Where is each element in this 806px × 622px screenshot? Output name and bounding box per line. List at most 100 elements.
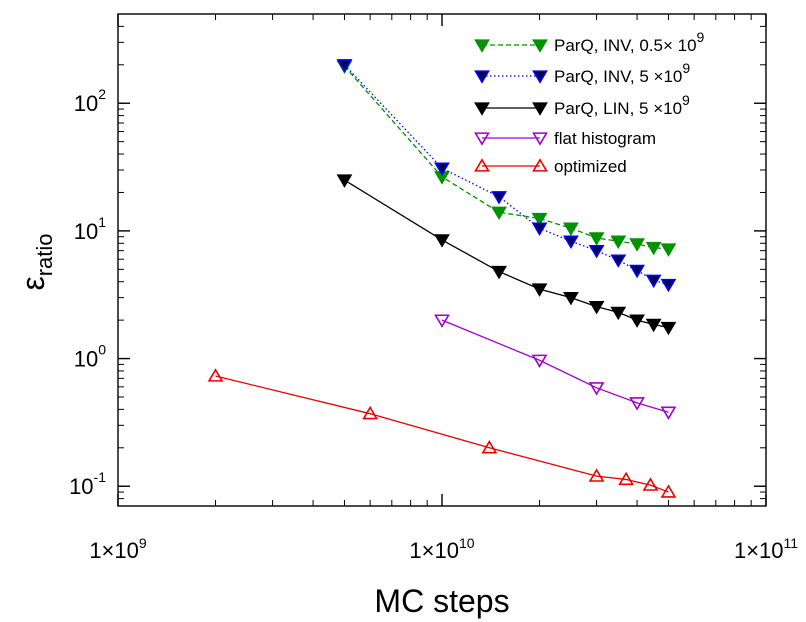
data-point-parq-lin-5	[645, 318, 662, 333]
y-tick-label: 100	[74, 342, 106, 372]
y-tick-label: 10-1	[69, 469, 106, 499]
data-point-parq-inv-05	[491, 206, 507, 220]
legend-item-optimized: optimized	[474, 157, 627, 176]
x-tick-label-mantissa: 1×10	[89, 538, 139, 563]
data-point-parq-lin-5	[660, 321, 677, 336]
legend-label: ParQ, LIN, 5 ×109	[554, 92, 690, 118]
x-tick-label-exponent: 10	[459, 535, 475, 551]
y-tick-label: 102	[74, 86, 106, 116]
series-line-optimized	[215, 375, 669, 493]
x-tick-label: 1×1010	[409, 535, 474, 563]
legend-label-text: ParQ, INV, 0.5× 10	[554, 36, 697, 55]
data-point-optimized	[618, 471, 634, 486]
y-axis-title: εratio	[15, 233, 57, 290]
data-point-parq-lin-5	[336, 174, 353, 188]
data-point-parq-inv-5	[660, 278, 677, 293]
data-point-flat-histogram	[660, 406, 677, 420]
legend-marker	[532, 39, 548, 53]
data-point-parq-lin-5	[563, 291, 579, 306]
series-line-parq-inv-5	[343, 64, 669, 286]
data-point-parq-inv-5	[491, 191, 507, 205]
data-point-optimized	[642, 477, 659, 491]
legend-item-parq-lin-5: ParQ, LIN, 5 ×109	[474, 92, 690, 118]
legend-label-text: flat histogram	[554, 129, 656, 148]
legend-marker	[474, 132, 490, 146]
x-tick-label: 1×109	[89, 535, 147, 563]
legend-marker	[474, 158, 490, 172]
y-tick-label: 101	[74, 214, 106, 244]
data-point-flat-histogram	[629, 397, 645, 411]
x-tick-label-exponent: 11	[784, 535, 799, 551]
x-tick-label: 1×1011	[734, 535, 798, 563]
series-line-flat-histogram	[441, 319, 669, 413]
data-point-parq-inv-5	[563, 235, 579, 249]
legend-label-exponent: 9	[682, 92, 690, 108]
data-point-flat-histogram	[434, 314, 450, 328]
legend-label-text: ParQ, LIN, 5 ×10	[554, 99, 682, 118]
data-point-parq-inv-05	[610, 235, 627, 249]
y-axis-title-subscript: ratio	[32, 233, 57, 276]
y-tick-label-exponent: 1	[98, 214, 106, 230]
data-point-parq-lin-5	[629, 314, 645, 328]
legend-marker	[532, 158, 548, 172]
y-axis-title-symbol: ε	[15, 276, 51, 290]
data-point-parq-lin-5	[610, 306, 627, 321]
series-layer	[207, 59, 677, 498]
x-tick-label-mantissa: 1×10	[409, 538, 459, 563]
data-point-parq-lin-5	[491, 265, 507, 280]
data-point-parq-inv-5	[434, 162, 450, 176]
data-point-parq-inv-5	[588, 244, 605, 259]
legend-label: flat histogram	[554, 129, 656, 148]
data-point-optimized	[207, 368, 224, 382]
legend-item-parq-inv-05: ParQ, INV, 0.5× 109	[474, 29, 705, 55]
plot-frame	[117, 13, 767, 507]
data-point-parq-lin-5	[434, 234, 450, 248]
series-optimized	[207, 368, 677, 498]
y-tick-label-mantissa: 10	[74, 347, 98, 372]
data-point-parq-inv-05	[588, 232, 605, 246]
legend-marker	[474, 102, 490, 116]
legend-label-text: ParQ, INV, 5 ×10	[554, 67, 682, 86]
data-point-parq-lin-5	[588, 300, 605, 315]
y-tick-label-exponent: -1	[94, 469, 107, 485]
legend-item-parq-inv-5: ParQ, INV, 5 ×109	[474, 60, 690, 86]
data-point-parq-inv-05	[645, 241, 662, 256]
data-point-parq-inv-05	[660, 243, 677, 257]
x-tick-label-mantissa: 1×10	[734, 538, 784, 563]
series-flat-histogram	[434, 314, 677, 420]
data-point-parq-lin-5	[531, 283, 548, 297]
legend-label-exponent: 9	[682, 60, 690, 76]
legend-label-exponent: 9	[697, 29, 705, 45]
data-point-parq-inv-5	[610, 254, 627, 268]
y-tick-label-exponent: 0	[98, 342, 106, 358]
series-parq-inv-5	[336, 59, 677, 293]
y-tick-label-mantissa: 10	[69, 474, 93, 499]
data-point-flat-histogram	[588, 382, 605, 396]
data-point-parq-inv-5	[645, 274, 662, 289]
legend-marker	[474, 70, 490, 84]
legend-item-flat-histogram: flat histogram	[474, 129, 656, 148]
data-point-parq-inv-05	[629, 238, 645, 252]
legend-label: ParQ, INV, 5 ×109	[554, 60, 690, 86]
data-point-optimized	[588, 468, 605, 482]
legend-marker	[474, 39, 490, 53]
series-parq-lin-5	[336, 174, 677, 336]
legend-marker	[532, 132, 548, 146]
data-point-optimized	[481, 440, 498, 454]
data-point-optimized	[660, 484, 677, 498]
data-point-optimized	[362, 405, 379, 420]
legend-label: optimized	[554, 157, 627, 176]
x-tick-label-exponent: 9	[139, 535, 147, 551]
data-point-parq-inv-05	[531, 212, 548, 227]
series-line-parq-lin-5	[344, 179, 669, 329]
legend-marker	[532, 70, 548, 84]
x-axis-title: MC steps	[374, 583, 509, 619]
legend-label-text: optimized	[554, 157, 627, 176]
legend-marker	[532, 102, 548, 116]
data-point-parq-inv-05	[563, 222, 579, 236]
y-tick-label-mantissa: 10	[74, 219, 98, 244]
data-point-parq-inv-5	[629, 264, 645, 279]
